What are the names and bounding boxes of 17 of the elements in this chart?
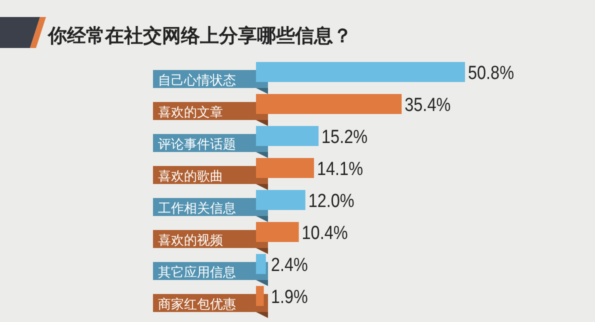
- y-tick-label: 评论事件话题: [158, 138, 236, 152]
- data-label: 15.2%: [322, 127, 376, 148]
- data-label: 10.4%: [302, 223, 356, 244]
- data-label: 2.4%: [271, 255, 314, 276]
- y-tick-label: 喜欢的视频: [158, 234, 223, 248]
- y-tick-label: 喜欢的文章: [158, 106, 223, 120]
- chart-title: 你经常在社交网络上分享哪些信息？: [47, 25, 352, 47]
- data-label: 12.0%: [308, 191, 362, 212]
- y-tick-label: 其它应用信息: [158, 264, 236, 280]
- y-tick-label: 商家红包优惠: [158, 296, 236, 312]
- data-label: 35.4%: [404, 95, 459, 116]
- y-tick-label: 自己心情状态: [158, 72, 236, 88]
- data-label: 50.8%: [468, 63, 522, 84]
- data-label: 14.1%: [317, 159, 371, 180]
- y-tick-label: 喜欢的歌曲: [158, 170, 223, 184]
- y-tick-label: 工作相关信息: [158, 202, 236, 216]
- data-label: 1.9%: [271, 287, 314, 308]
